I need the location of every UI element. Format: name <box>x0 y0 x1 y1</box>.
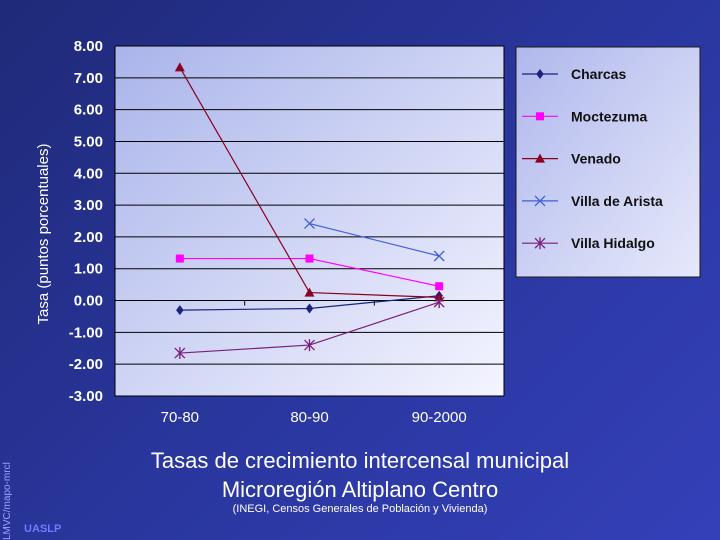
y-tick-labels: 8.00 7.00 6.00 5.00 4.00 3.00 2.00 1.00 0.00 -1.0… <box>69 38 103 405</box>
data-point-marker <box>535 153 545 163</box>
series-villa-hidalgo <box>174 296 445 360</box>
data-point-marker <box>305 254 314 263</box>
y-tick-label: 5.00 <box>74 133 103 150</box>
legend-item: Villa Hidalgo <box>522 235 655 251</box>
legend-item: Venado <box>522 151 621 167</box>
legend-label: Villa Hidalgo <box>571 235 655 251</box>
y-axis-label: Tasa (puntos porcentuales) <box>35 144 52 325</box>
credit-text: LMVC/mapo-mrcl <box>2 462 13 540</box>
legend-item: Charcas <box>522 66 626 82</box>
data-point-marker <box>304 218 315 230</box>
legend-box <box>515 46 701 278</box>
data-point-marker <box>536 69 544 79</box>
gridlines <box>114 45 505 397</box>
source-note: (INEGI, Censos Generales de Población y … <box>232 503 488 515</box>
legend-label: Moctezuma <box>571 108 647 124</box>
x-tick-labels: 70-80 80-90 90-2000 <box>161 409 467 426</box>
y-tick-label: 8.00 <box>74 38 103 55</box>
y-tick-label: -1.00 <box>69 324 103 341</box>
data-point-marker <box>433 250 445 262</box>
legend-label: Villa de Arista <box>571 193 663 209</box>
y-tick-label: 4.00 <box>74 165 103 182</box>
y-tick-label: 2.00 <box>74 229 103 246</box>
chart-subtitle: Microregión Altiplano Centro <box>221 477 499 502</box>
chart-title: Tasas de crecimiento intercensal municip… <box>150 448 570 473</box>
legend-item: Moctezuma <box>522 108 647 124</box>
y-tick-label: -3.00 <box>69 388 103 405</box>
legend: Charcas Moctezuma Venado Villa de Arista Vil… <box>522 66 663 251</box>
y-tick-label: 1.00 <box>74 261 103 278</box>
data-point-marker <box>435 282 444 291</box>
data-point-marker <box>534 195 546 207</box>
legend-label: Venado <box>571 151 621 167</box>
data-point-marker <box>536 112 544 121</box>
data-point-marker <box>176 305 184 316</box>
x-tick-label: 80-90 <box>290 409 328 426</box>
legend-item: Villa de Arista <box>522 193 663 209</box>
legend-label: Charcas <box>571 66 626 82</box>
y-tick-label: 7.00 <box>74 70 103 87</box>
y-tick-label: 3.00 <box>74 197 103 214</box>
series-villa-de-arista <box>304 218 445 262</box>
data-point-marker <box>534 237 546 250</box>
organization-label: UASLP <box>24 523 62 535</box>
data-point-marker <box>174 347 186 360</box>
y-tick-label: 0.00 <box>74 293 103 310</box>
data-point-marker <box>304 339 315 352</box>
y-tick-label: 6.00 <box>74 102 103 119</box>
data-point-marker <box>304 287 315 297</box>
y-tick-label: -2.00 <box>69 356 103 373</box>
data-point-marker <box>175 254 184 263</box>
series-moctezuma <box>175 254 444 291</box>
series-lines <box>174 62 445 360</box>
x-tick-label: 90-2000 <box>412 409 467 426</box>
data-point-marker <box>305 303 314 314</box>
x-tick-label: 70-80 <box>161 409 199 426</box>
data-point-marker <box>433 296 445 309</box>
series-line <box>309 222 440 257</box>
plot-area <box>115 46 504 396</box>
data-point-marker <box>174 62 185 72</box>
